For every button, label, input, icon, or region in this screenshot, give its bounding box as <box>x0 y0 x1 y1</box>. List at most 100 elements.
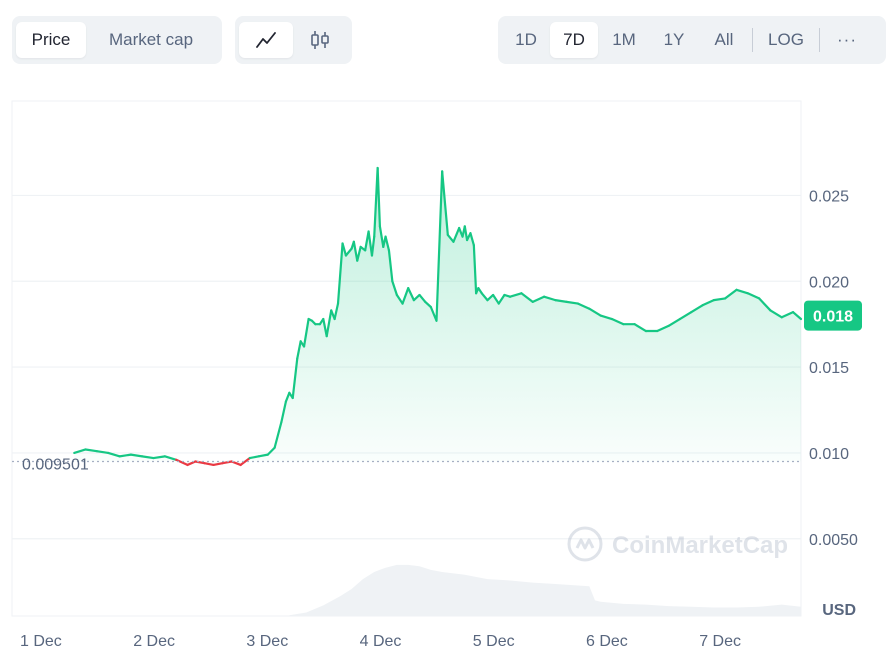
x-tick-label: 4 Dec <box>360 633 402 650</box>
price-line-segment <box>175 458 189 467</box>
price-line-segment <box>84 448 98 453</box>
x-tick-label: 6 Dec <box>586 633 628 650</box>
price-line-segment <box>401 287 410 305</box>
price-line-segment <box>412 293 421 302</box>
price-line-segment <box>280 400 288 424</box>
reference-price-label: 0.009501 <box>22 456 89 473</box>
range-1y[interactable]: 1Y <box>663 30 685 49</box>
price-line-segment <box>486 293 495 302</box>
price-line-segment <box>491 293 500 305</box>
price-line-segment <box>163 455 178 461</box>
price-line-segment <box>257 453 269 458</box>
price-line-segment <box>690 304 704 314</box>
price-line-segment <box>520 292 534 303</box>
price-line-segment <box>712 297 727 302</box>
price-line-segment <box>325 309 333 338</box>
price-line-segment <box>194 460 206 465</box>
price-line-segment <box>667 317 681 327</box>
price-line-segment <box>352 240 359 262</box>
range-7d[interactable]: 7D <box>550 22 598 58</box>
x-tick-label: 7 Dec <box>699 633 741 650</box>
price-line-segment <box>248 455 260 460</box>
price-line-segment <box>344 247 353 257</box>
price-line-segment <box>610 317 625 326</box>
price-line-segment <box>678 311 693 321</box>
more-options-button[interactable]: ··· <box>837 30 857 49</box>
price-line-segment <box>441 170 449 236</box>
watermark: CoinMarketCap <box>567 526 788 562</box>
price-chart-svg: CoinMarketCap 0.025 0.020 0.015 0.010 0.0050… <box>11 100 862 650</box>
x-tick-label: 3 Dec <box>246 633 288 650</box>
price-line-segment <box>435 170 444 322</box>
line-chart-button[interactable] <box>239 22 293 58</box>
log-toggle[interactable]: LOG <box>768 30 804 49</box>
price-line-segment <box>656 324 670 333</box>
y-tick-label: 0.025 <box>809 188 849 205</box>
y-axis: 0.025 0.020 0.015 0.010 0.0050 <box>809 188 858 548</box>
price-line-segment <box>472 244 478 295</box>
price-line-segment <box>152 455 166 460</box>
price-line-segment <box>758 297 772 312</box>
price-line-segment <box>356 245 362 262</box>
x-tick-label: 5 Dec <box>473 633 515 650</box>
price-chart: CoinMarketCap 0.025 0.020 0.015 0.010 0.0050… <box>0 100 894 667</box>
volume-shape <box>289 564 801 616</box>
current-price-badge-bg <box>804 300 862 331</box>
price-line-segment <box>129 453 144 458</box>
price-line-segment <box>273 420 283 449</box>
candlestick-icon <box>311 31 329 49</box>
y-tick-label: 0.020 <box>809 274 849 291</box>
y-tick-label: 0.010 <box>809 446 849 463</box>
coinmarketcap-logo-icon <box>567 526 603 562</box>
price-line-segment <box>336 242 344 305</box>
price-line <box>73 166 803 467</box>
more-divider <box>819 28 820 52</box>
metric-toggle: Price Market cap <box>12 16 222 64</box>
chart-type-toggle <box>235 16 352 64</box>
range-1d[interactable]: 1D <box>515 30 537 49</box>
price-line-segment <box>633 323 648 333</box>
price-line-segment <box>701 299 715 307</box>
price-line-segment <box>424 300 432 309</box>
price-line-segment <box>387 249 394 283</box>
range-toggle: 1D 7D 1M 1Y All LOG ··· <box>498 16 886 64</box>
price-line-segment <box>542 295 557 302</box>
market-cap-tab[interactable]: Market cap <box>108 30 194 49</box>
price-line-segment <box>480 292 489 302</box>
x-tick-label: 1 Dec <box>20 633 62 650</box>
price-line-segment <box>446 233 455 243</box>
currency-label: USD <box>822 602 856 619</box>
price-line-segment <box>384 235 391 252</box>
price-line-segment <box>107 451 121 458</box>
price-line-segment <box>333 302 340 321</box>
range-all[interactable]: All <box>714 30 734 49</box>
price-line-segment <box>118 453 132 458</box>
price-line-segment <box>284 391 291 403</box>
price-line-segment <box>599 314 614 321</box>
price-line-segment <box>407 287 415 302</box>
current-price-badge: 0.018 <box>804 300 862 331</box>
price-line-segment <box>239 456 251 467</box>
price-line-segment <box>452 226 461 243</box>
price-line-segment <box>203 462 215 467</box>
range-1m[interactable]: 1M <box>612 30 636 49</box>
price-line-segment <box>769 309 783 319</box>
volume-area <box>289 564 801 616</box>
y-tick-label: 0.015 <box>809 360 849 377</box>
price-line-segment <box>302 317 310 348</box>
price-line-segment <box>791 311 803 321</box>
x-axis: 1 Dec 2 Dec 3 Dec 4 Dec 5 Dec 6 Dec 7 Dec <box>20 633 741 650</box>
price-line-segment <box>186 460 197 467</box>
price-line-segment <box>554 299 568 303</box>
price-line-segment <box>212 462 224 467</box>
price-line-segment <box>266 446 276 456</box>
price-line-segment <box>724 288 738 300</box>
price-line-segment <box>95 450 110 455</box>
price-line-segment <box>588 307 602 317</box>
x-tick-label: 2 Dec <box>133 633 175 650</box>
price-line-segment <box>395 293 404 305</box>
candlestick-button[interactable] <box>293 22 347 58</box>
price-line-segment <box>391 280 398 297</box>
price-tab[interactable]: Price <box>16 22 86 58</box>
price-line-segment <box>780 311 795 319</box>
